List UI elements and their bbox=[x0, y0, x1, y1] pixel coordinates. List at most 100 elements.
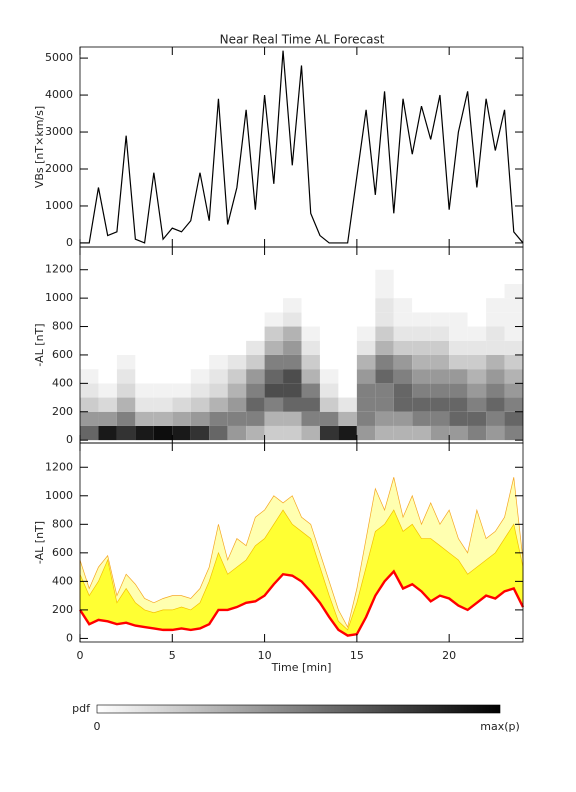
heat-cell bbox=[209, 425, 228, 441]
heat-cell bbox=[486, 397, 505, 412]
heat-cell bbox=[504, 298, 523, 313]
heat-cell bbox=[412, 383, 431, 398]
y-axis-title: VBs [nT×km/s] bbox=[33, 106, 46, 188]
heat-cell bbox=[264, 326, 284, 341]
heat-cell bbox=[80, 369, 99, 384]
heat-cell bbox=[504, 383, 523, 398]
heat-cell bbox=[264, 312, 284, 327]
heat-cell bbox=[319, 354, 339, 370]
x-tick-label: 15 bbox=[350, 649, 364, 662]
heat-cell bbox=[449, 411, 468, 426]
heat-cell bbox=[209, 354, 228, 370]
heat-cell bbox=[227, 425, 247, 441]
chart-title: Near Real Time AL Forecast bbox=[220, 33, 385, 47]
heat-cell bbox=[153, 397, 173, 412]
heat-cell bbox=[467, 383, 487, 398]
y-tick-label: 200 bbox=[52, 405, 73, 418]
heat-cell bbox=[393, 383, 413, 398]
heat-cell bbox=[98, 298, 117, 313]
heat-cell bbox=[430, 397, 450, 412]
heat-cell bbox=[319, 298, 339, 313]
heat-cell bbox=[80, 383, 99, 398]
heat-cell bbox=[98, 269, 117, 284]
heat-cell bbox=[319, 411, 339, 426]
heat-cell bbox=[430, 383, 450, 398]
heat-cell bbox=[486, 298, 505, 313]
heat-cell bbox=[467, 312, 487, 327]
heat-cell bbox=[301, 383, 320, 398]
heat-cell bbox=[393, 369, 413, 384]
heat-cell bbox=[80, 298, 99, 313]
y-tick-label: 1200 bbox=[45, 263, 73, 276]
heat-cell bbox=[227, 269, 247, 284]
heat-cell bbox=[375, 354, 394, 370]
heat-cell bbox=[227, 397, 247, 412]
heat-cell bbox=[153, 383, 173, 398]
heat-cell bbox=[486, 340, 505, 355]
heat-cell bbox=[264, 354, 284, 370]
heat-cell bbox=[393, 298, 413, 313]
data-line bbox=[80, 50, 524, 244]
heat-cell bbox=[412, 283, 431, 299]
heat-cell bbox=[449, 269, 468, 284]
panel bbox=[78, 477, 525, 637]
heat-cell bbox=[338, 369, 357, 384]
heat-cell bbox=[209, 312, 228, 327]
heat-cell bbox=[412, 269, 431, 284]
heat-cell bbox=[430, 283, 450, 299]
heat-cell bbox=[393, 425, 413, 441]
heat-cell bbox=[430, 326, 450, 341]
heat-cell bbox=[301, 411, 320, 426]
heat-cell bbox=[467, 326, 487, 341]
y-tick-label: 2000 bbox=[45, 162, 73, 175]
heat-cell bbox=[430, 340, 450, 355]
heat-cell bbox=[375, 312, 394, 327]
heat-cell bbox=[449, 383, 468, 398]
y-tick-label: 200 bbox=[52, 603, 73, 616]
heat-cell bbox=[135, 283, 154, 299]
heat-cell bbox=[153, 269, 173, 284]
heat-cell bbox=[449, 283, 468, 299]
heat-cell bbox=[172, 312, 191, 327]
heat-cell bbox=[135, 326, 154, 341]
y-tick-label: 1200 bbox=[45, 460, 73, 473]
heat-cell bbox=[246, 283, 265, 299]
heat-cell bbox=[135, 269, 154, 284]
heat-cell bbox=[116, 326, 136, 341]
heat-cell bbox=[319, 383, 339, 398]
heat-cell bbox=[80, 312, 99, 327]
heat-cell bbox=[338, 269, 357, 284]
heat-cell bbox=[356, 354, 376, 370]
heat-cell bbox=[301, 340, 320, 355]
x-tick-label: 0 bbox=[77, 649, 84, 662]
x-tick-label: 10 bbox=[258, 649, 272, 662]
heat-cell bbox=[190, 383, 210, 398]
heat-cell bbox=[449, 326, 468, 341]
heat-cell bbox=[116, 269, 136, 284]
heat-cell bbox=[135, 312, 154, 327]
heat-cell bbox=[504, 269, 523, 284]
heat-cell bbox=[430, 411, 450, 426]
heat-cell bbox=[246, 326, 265, 341]
heat-cell bbox=[227, 298, 247, 313]
heat-cell bbox=[227, 326, 247, 341]
heat-cell bbox=[98, 354, 117, 370]
heat-cell bbox=[227, 411, 247, 426]
heat-cell bbox=[504, 369, 523, 384]
heat-cell bbox=[209, 298, 228, 313]
y-tick-label: 3000 bbox=[45, 125, 73, 138]
heat-cell bbox=[486, 411, 505, 426]
heat-cell bbox=[504, 354, 523, 370]
heat-cell bbox=[153, 283, 173, 299]
heat-cell bbox=[283, 283, 302, 299]
heat-cell bbox=[98, 411, 117, 426]
heat-cell bbox=[172, 326, 191, 341]
heat-cell bbox=[98, 326, 117, 341]
heat-cell bbox=[172, 283, 191, 299]
heat-cell bbox=[412, 369, 431, 384]
heat-cell bbox=[356, 369, 376, 384]
heat-cell bbox=[209, 369, 228, 384]
heat-cell bbox=[375, 369, 394, 384]
heat-cell bbox=[209, 383, 228, 398]
